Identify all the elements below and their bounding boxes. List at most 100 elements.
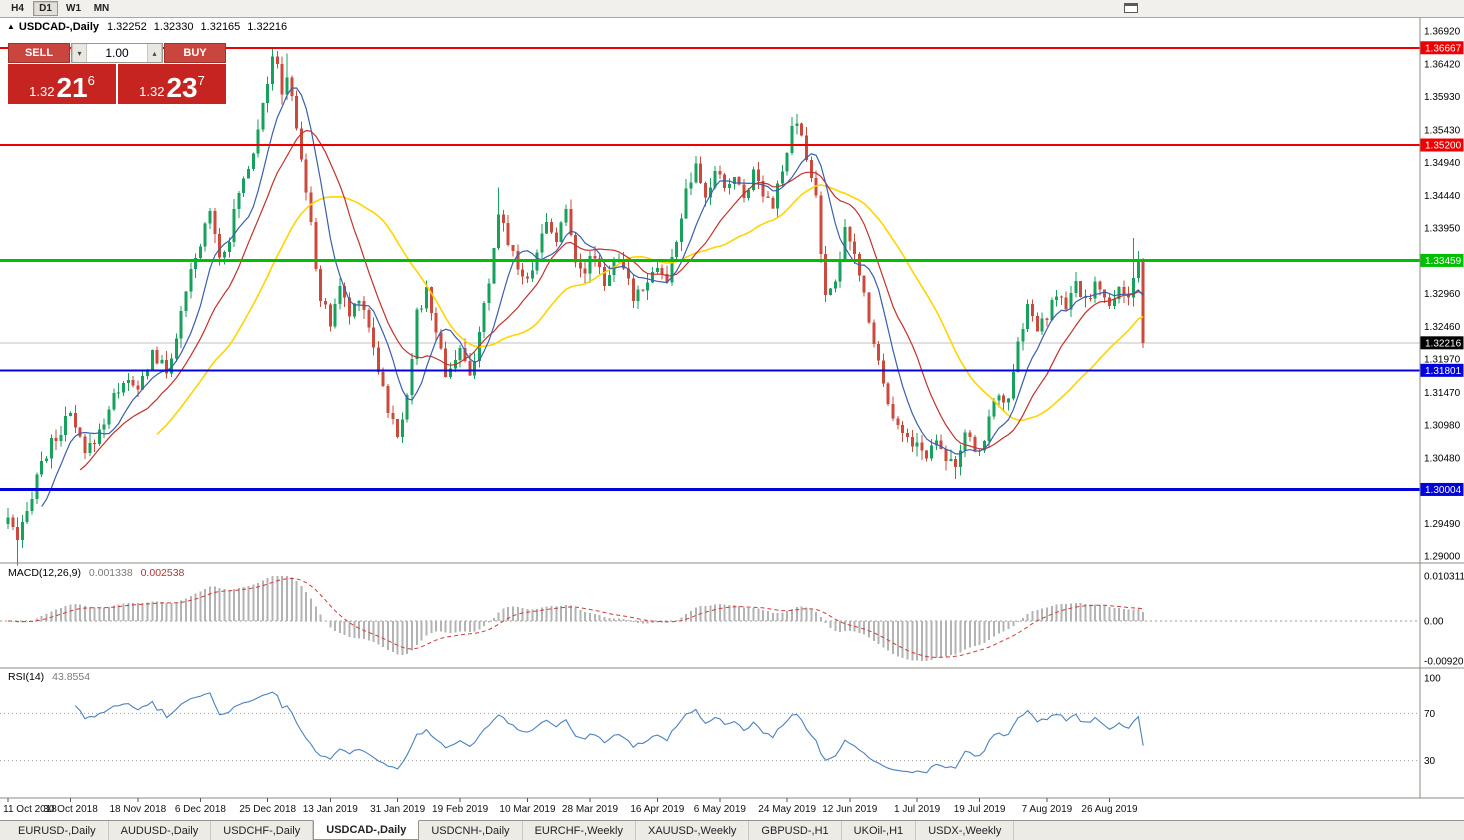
timeframe-button-mn[interactable]: MN [89, 1, 114, 16]
buy-price-pipette: 7 [197, 73, 205, 88]
price-axis-label: 1.29490 [1424, 519, 1461, 530]
price-badge-label: 1.35200 [1425, 141, 1462, 152]
sell-price-pipette: 6 [87, 73, 95, 88]
price-axis-label: 1.30980 [1424, 420, 1461, 431]
macd-axis-label: -0.009203 [1424, 657, 1464, 668]
rsi-axis-label: 70 [1424, 709, 1436, 720]
price-badge-resistance [1420, 138, 1464, 152]
price-badge-label: 1.36667 [1425, 43, 1462, 54]
tab-usdchf-daily[interactable]: USDCHF-,Daily [211, 821, 314, 840]
rsi-axis-label: 30 [1424, 756, 1436, 767]
date-axis-label: 30 Oct 2018 [43, 804, 98, 815]
buy-price-big: 23 [166, 72, 198, 104]
rsi-name: RSI(14) [8, 671, 45, 683]
timeframe-button-w1[interactable]: W1 [61, 1, 86, 16]
price-axis-label: 1.36920 [1424, 27, 1461, 38]
macd-name: MACD(12,26,9) [8, 567, 81, 579]
price-axis-label: 1.31470 [1424, 388, 1461, 399]
chart-tab-bar: EURUSD-,Daily AUDUSD-,Daily USDCHF-,Daily U… [0, 820, 1464, 840]
macd-indicator-label: MACD(12,26,9) 0.001338 0.002538 [8, 567, 184, 579]
rsi-value: 43.8554 [52, 671, 91, 683]
date-axis-label: 10 Mar 2019 [499, 804, 556, 815]
up-triangle-icon: ▲ [7, 21, 15, 31]
tab-gbpusd-h1[interactable]: GBPUSD-,H1 [749, 821, 842, 840]
quote-low: 1.32165 [200, 21, 241, 33]
macd-axis-label: 0.010311 [1424, 572, 1464, 583]
ma-mid-line [79, 129, 1144, 471]
tab-xauusd-weekly[interactable]: XAUUSD-,Weekly [636, 821, 750, 840]
volume-spinner: ▾ 1.00 ▴ [71, 43, 163, 63]
macd-signal-value: 0.002538 [140, 567, 185, 579]
price-badge-pivot [1420, 253, 1464, 267]
date-axis-label: 16 Apr 2019 [630, 804, 684, 815]
price-axis-label: 1.34940 [1424, 158, 1461, 169]
quote-close: 1.32216 [247, 21, 288, 33]
sell-price-display[interactable]: 1.32 21 6 [8, 64, 116, 104]
price-axis-label: 1.36420 [1424, 60, 1461, 71]
buy-price-whole: 1.32 [139, 84, 165, 99]
macd-main-value: 0.001338 [88, 567, 133, 579]
tab-usdcnh-daily[interactable]: USDCNH-,Daily [419, 821, 523, 840]
price-axis-label: 1.35430 [1424, 125, 1461, 136]
timeframe-button-h4[interactable]: H4 [5, 1, 30, 16]
date-axis-label: 6 May 2019 [694, 804, 747, 815]
volume-increase-button[interactable]: ▴ [147, 44, 162, 62]
price-axis-label: 1.32960 [1424, 289, 1461, 300]
price-badge-label: 1.31801 [1425, 366, 1462, 377]
chart-window: 1.36920 1.36420 1.35930 1.35430 1.34940 1.344… [0, 18, 1464, 820]
ma-fast-line [41, 87, 1144, 507]
quote-open: 1.32252 [107, 21, 147, 33]
buy-price-display[interactable]: 1.32 23 7 [118, 64, 226, 104]
rsi-line [74, 691, 1144, 774]
date-axis-label: 25 Dec 2018 [239, 804, 296, 815]
tab-eurusd-daily[interactable]: EURUSD-,Daily [6, 821, 109, 840]
price-axis-label: 1.29000 [1424, 552, 1461, 563]
date-axis-label: 11 Oct 2018 [3, 804, 57, 815]
candlestick-series [6, 48, 1145, 566]
window-restore-icon[interactable] [1124, 3, 1138, 13]
date-axis-label: 28 Mar 2019 [562, 804, 619, 815]
tab-usdx-weekly[interactable]: USDX-,Weekly [916, 821, 1015, 840]
rsi-axis-label: 100 [1424, 674, 1441, 685]
price-axis-label: 1.34440 [1424, 191, 1461, 202]
volume-decrease-button[interactable]: ▾ [72, 44, 87, 62]
chart-title: USDCAD-,Daily [18, 21, 99, 33]
price-badge-resistance [1420, 41, 1464, 55]
price-axis-label: 1.32460 [1424, 322, 1461, 333]
price-axis-label: 1.30480 [1424, 453, 1461, 464]
price-axis-label: 1.35930 [1424, 92, 1461, 103]
price-badge-label: 1.32216 [1425, 338, 1462, 349]
price-badge-label: 1.33459 [1425, 256, 1462, 267]
tab-usdcad-daily[interactable]: USDCAD-,Daily [313, 820, 420, 840]
date-axis-label: 12 Jun 2019 [822, 804, 877, 815]
tab-audusd-daily[interactable]: AUDUSD-,Daily [109, 821, 212, 840]
sell-button[interactable]: SELL [8, 43, 70, 63]
timeframe-toolbar: H4 D1 W1 MN [0, 0, 1464, 18]
timeframe-buttons: H4 D1 W1 MN [5, 1, 117, 16]
date-axis-label: 19 Jul 2019 [954, 804, 1006, 815]
tab-ukoil-h1[interactable]: UKOil-,H1 [842, 821, 917, 840]
sell-price-whole: 1.32 [29, 84, 55, 99]
buy-button[interactable]: BUY [164, 43, 226, 63]
quote-high: 1.32330 [153, 21, 194, 33]
price-badge-support [1420, 363, 1464, 377]
date-axis-label: 7 Aug 2019 [1022, 804, 1073, 815]
price-badge-label: 1.30004 [1425, 485, 1462, 496]
date-axis-label: 13 Jan 2019 [303, 804, 358, 815]
date-axis-label: 24 May 2019 [758, 804, 816, 815]
chart-canvas[interactable]: 1.36920 1.36420 1.35930 1.35430 1.34940 1.344… [0, 18, 1464, 820]
price-axis-label: 1.31970 [1424, 355, 1461, 366]
one-click-trade-panel: SELL ▾ 1.00 ▴ BUY 1.32 21 6 1.32 23 7 [8, 43, 226, 104]
date-axis-label: 19 Feb 2019 [432, 804, 489, 815]
macd-histogram [11, 576, 1145, 661]
tab-eurchf-weekly[interactable]: EURCHF-,Weekly [523, 821, 636, 840]
ma-slow-line [156, 184, 1144, 436]
timeframe-button-d1[interactable]: D1 [33, 1, 58, 16]
chart-header: ▲ USDCAD-,Daily 1.32252 1.32330 1.32165 … [7, 21, 294, 33]
volume-input[interactable]: 1.00 [105, 46, 129, 60]
price-axis-label: 1.33950 [1424, 223, 1461, 234]
date-axis-label: 26 Aug 2019 [1081, 804, 1138, 815]
price-badge-current [1420, 336, 1464, 350]
sell-price-big: 21 [56, 72, 88, 104]
